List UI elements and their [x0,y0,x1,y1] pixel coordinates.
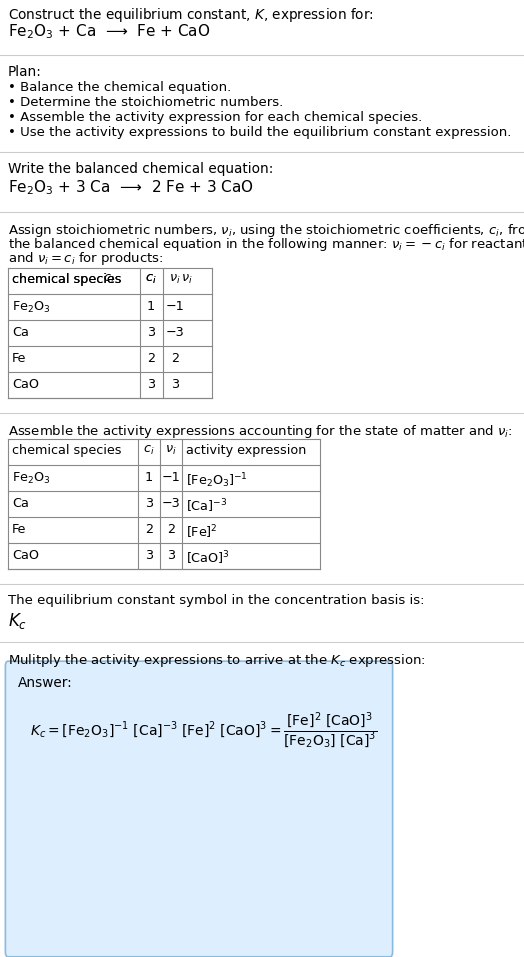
Text: 3: 3 [145,549,153,562]
Text: −3: −3 [161,497,180,510]
Text: chemical species: chemical species [12,444,122,457]
Text: 2: 2 [145,523,153,536]
Text: $c_i$: $c_i$ [145,273,157,286]
Text: −1: −1 [166,300,184,313]
Text: 3: 3 [171,378,179,391]
Text: $K_c = [\mathrm{Fe_2O_3}]^{-1}\ [\mathrm{Ca}]^{-3}\ [\mathrm{Fe}]^{2}\ [\mathrm{: $K_c = [\mathrm{Fe_2O_3}]^{-1}\ [\mathrm… [30,711,377,751]
Text: Answer:: Answer: [18,676,73,690]
Text: 3: 3 [145,497,153,510]
Text: CaO: CaO [12,549,39,562]
Text: CaO: CaO [12,378,39,391]
Text: [CaO]$^3$: [CaO]$^3$ [186,549,230,567]
Text: 2: 2 [171,352,179,365]
Text: $c_i$: $c_i$ [143,444,155,457]
Text: Construct the equilibrium constant, $K$, expression for:: Construct the equilibrium constant, $K$,… [8,6,374,24]
Text: Write the balanced chemical equation:: Write the balanced chemical equation: [8,162,274,176]
Text: • Balance the chemical equation.: • Balance the chemical equation. [8,81,231,94]
Text: $\nu_i$: $\nu_i$ [181,273,193,286]
Text: $\nu_i$: $\nu_i$ [165,444,177,457]
Text: chemical species: chemical species [12,273,122,286]
Text: Fe: Fe [12,523,26,536]
Text: $c_i$: $c_i$ [145,273,157,286]
Text: Fe$_2$O$_3$ + Ca  ⟶  Fe + CaO: Fe$_2$O$_3$ + Ca ⟶ Fe + CaO [8,22,211,41]
Text: −1: −1 [161,471,180,484]
Text: Fe: Fe [12,352,26,365]
Text: • Assemble the activity expression for each chemical species.: • Assemble the activity expression for e… [8,111,422,124]
Text: the balanced chemical equation in the following manner: $\nu_i = -c_i$ for react: the balanced chemical equation in the fo… [8,236,524,253]
Text: Ca: Ca [12,497,29,510]
Text: [Fe$_2$O$_3$]$^{-1}$: [Fe$_2$O$_3$]$^{-1}$ [186,471,248,490]
Text: • Use the activity expressions to build the equilibrium constant expression.: • Use the activity expressions to build … [8,126,511,139]
Text: activity expression: activity expression [186,444,307,457]
Text: $K_c$: $K_c$ [8,611,27,631]
Text: Fe$_2$O$_3$: Fe$_2$O$_3$ [12,300,50,315]
Text: Assemble the activity expressions accounting for the state of matter and $\nu_i$: Assemble the activity expressions accoun… [8,423,512,440]
Text: −3: −3 [166,326,184,339]
Text: Fe$_2$O$_3$: Fe$_2$O$_3$ [12,471,50,486]
Text: The equilibrium constant symbol in the concentration basis is:: The equilibrium constant symbol in the c… [8,594,424,607]
Text: and $\nu_i = c_i$ for products:: and $\nu_i = c_i$ for products: [8,250,163,267]
Text: 3: 3 [147,378,155,391]
Text: [Ca]$^{-3}$: [Ca]$^{-3}$ [186,497,227,515]
Text: 3: 3 [167,549,175,562]
Text: $\nu_i$: $\nu_i$ [169,273,181,286]
Text: [Fe]$^2$: [Fe]$^2$ [186,523,218,541]
Text: 2: 2 [147,352,155,365]
Text: Mulitply the activity expressions to arrive at the $K_c$ expression:: Mulitply the activity expressions to arr… [8,652,426,669]
Text: Assign stoichiometric numbers, $\nu_i$, using the stoichiometric coefficients, $: Assign stoichiometric numbers, $\nu_i$, … [8,222,524,239]
Text: Fe$_2$O$_3$ + 3 Ca  ⟶  2 Fe + 3 CaO: Fe$_2$O$_3$ + 3 Ca ⟶ 2 Fe + 3 CaO [8,178,254,197]
Text: 1: 1 [145,471,153,484]
Text: Plan:: Plan: [8,65,42,79]
Text: $c_i$: $c_i$ [103,273,115,286]
Text: 3: 3 [147,326,155,339]
Text: 1: 1 [147,300,155,313]
Text: chemical species: chemical species [12,273,122,286]
Text: Ca: Ca [12,326,29,339]
Text: 2: 2 [167,523,175,536]
Text: • Determine the stoichiometric numbers.: • Determine the stoichiometric numbers. [8,96,283,109]
